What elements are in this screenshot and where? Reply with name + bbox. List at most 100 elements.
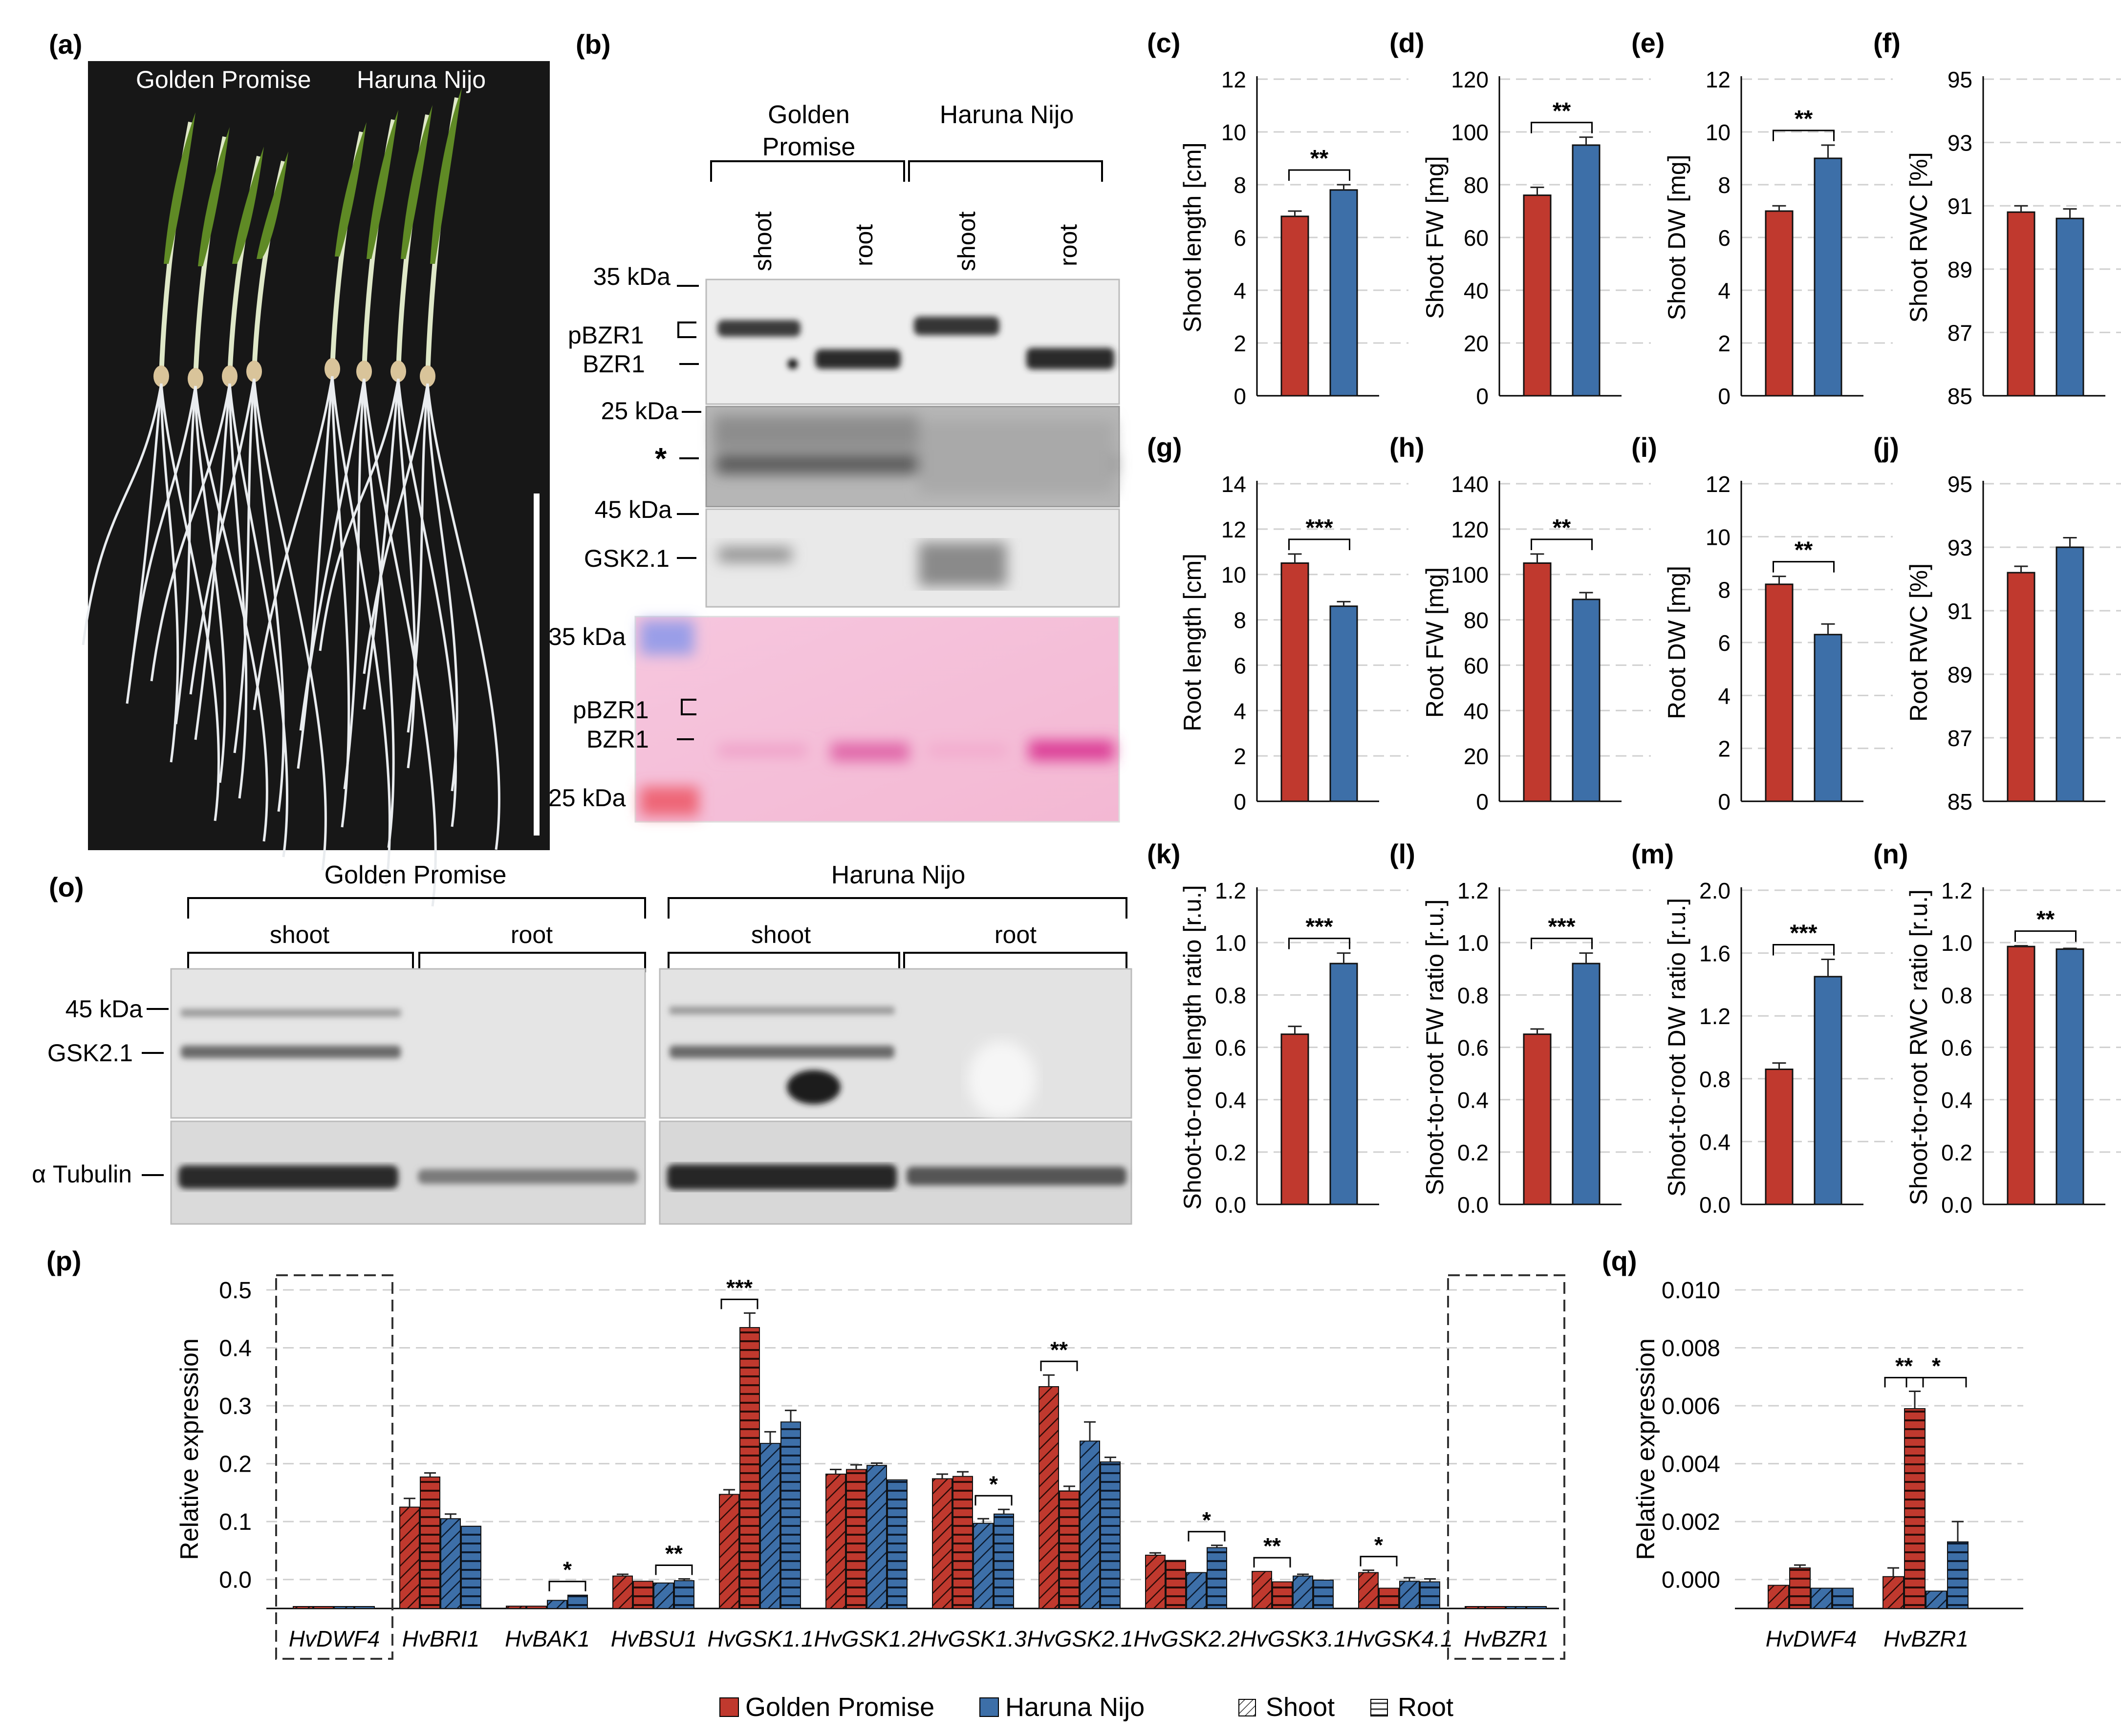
y-axis-label: Shoot-to-root length ratio [r.u.] [1179, 885, 1206, 1209]
blot-o-subbracket-3 [668, 952, 900, 972]
blot-o-subbracket-1 [187, 952, 414, 972]
seedling-root [189, 378, 256, 695]
seedling-root [253, 376, 334, 710]
blot-o-marker-tubulin: α Tubulin [32, 1160, 132, 1188]
y-tick-label: 95 [1948, 472, 1972, 497]
bar-golden-promise-shoot [1768, 1585, 1789, 1609]
y-tick-label: 40 [1464, 278, 1489, 303]
seedling-root [363, 378, 400, 710]
seedling-root [319, 378, 400, 651]
bar-golden-promise-root [1904, 1408, 1926, 1609]
seedling-root [130, 386, 197, 666]
bar-haruna-nijo [2056, 948, 2084, 1205]
y-tick-label: 1.2 [1699, 1004, 1731, 1029]
blot-b-group-haruna: Haruna Nijo [940, 101, 1074, 129]
y-tick-label: 0.0 [219, 1567, 252, 1593]
seedling-root [233, 378, 256, 753]
blot-o-subbracket-2 [418, 952, 646, 972]
y-tick-label: 20 [1464, 331, 1489, 356]
panel-label-p: (p) [46, 1245, 82, 1276]
seedling-leaf [164, 112, 195, 264]
bar-haruna-nijo [2056, 217, 2084, 397]
y-tick-label: 140 [1451, 472, 1489, 497]
bar-haruna-nijo [1572, 599, 1601, 802]
seedling-leaf [401, 105, 433, 259]
y-tick-label: 8 [1234, 608, 1246, 633]
y-tick-label: 4 [1234, 278, 1246, 303]
y-tick-label: 0.3 [219, 1393, 252, 1419]
bar-golden-promise [1523, 1033, 1552, 1205]
category-label: HvBZR1 [1883, 1626, 1969, 1651]
blot-o-sub-1: shoot [270, 921, 329, 948]
panel-label-b: (b) [576, 29, 611, 60]
y-tick-label: 0.010 [1662, 1278, 1720, 1304]
significance-label: ** [1553, 515, 1571, 541]
bar-golden-promise [1523, 194, 1552, 397]
seedling-root [160, 383, 179, 763]
chart-panel-d: (d) 0 20 40 60 80 100 120 Shoot FW [mg] ** [1389, 27, 1651, 409]
y-axis-label: Relative expression [1632, 1338, 1660, 1560]
y-tick-label: 100 [1451, 562, 1489, 588]
significance-bracket [1773, 561, 1835, 573]
significance-bracket [1531, 538, 1593, 550]
panel-label-q: (q) [1602, 1245, 1637, 1276]
y-tick-label: 0 [1234, 789, 1246, 814]
blot-o-bracket-haruna [668, 897, 1127, 919]
bar-haruna-nijo-root [887, 1479, 908, 1609]
marker-pbzr1-bracket [677, 321, 696, 338]
blot-o-subbracket-4 [903, 952, 1127, 972]
bar-golden-promise [2007, 945, 2035, 1205]
significance-label: ** [2036, 907, 2055, 933]
significance-bracket [1905, 1376, 1967, 1388]
bar-haruna-nijo-shoot [1926, 1590, 1947, 1609]
seedlings-drawing [82, 88, 500, 907]
blot-o-gsk-bands [181, 1007, 894, 1104]
y-tick-label: 89 [1948, 257, 1972, 282]
y-tick-label: 0.2 [1215, 1140, 1246, 1165]
bar-haruna-nijo-shoot [653, 1582, 674, 1609]
y-tick-label: 2 [1234, 744, 1246, 769]
y-tick-label: 12 [1706, 472, 1731, 497]
significance-label: ** [1553, 98, 1571, 124]
chart-panel-i: (i) 0 2 4 6 8 10 12 Root DW [mg] ** [1631, 432, 1893, 814]
y-tick-label: 0 [1476, 384, 1489, 409]
seedling-root [194, 386, 268, 842]
y-tick-label: 0.006 [1662, 1393, 1720, 1419]
y-tick-label: 0.4 [1941, 1088, 1972, 1113]
bar-haruna-nijo-root [354, 1606, 375, 1609]
dashed-box [275, 1274, 393, 1660]
category-label: HvDWF4 [1766, 1626, 1857, 1651]
bar-haruna-nijo-root [1207, 1547, 1227, 1609]
significance-label: ** [1795, 106, 1813, 132]
y-tick-label: 0.8 [1457, 983, 1489, 1008]
bar-golden-promise-shoot [612, 1575, 633, 1609]
y-tick-label: 12 [1221, 517, 1246, 542]
bar-golden-promise [1523, 562, 1552, 802]
seedling-seed [246, 361, 262, 382]
panel-label-f: (f) [1873, 27, 1901, 58]
bar-haruna-nijo-shoot [440, 1518, 461, 1609]
category-label: HvBAK1 [505, 1626, 590, 1651]
blot-b-bracket-haruna [908, 160, 1103, 182]
legend-label-haruna-nijo: Haruna Nijo [1005, 1693, 1145, 1722]
category-label: HvGSK1.3 [920, 1626, 1027, 1651]
blot-b-group-golden-line2: Promise [762, 133, 856, 161]
y-tick-label: 95 [1948, 67, 1972, 92]
seedling-seed [222, 365, 238, 387]
significance-bracket [1040, 1360, 1078, 1372]
panel-label-l: (l) [1389, 838, 1415, 869]
significance-label: * [563, 1557, 572, 1583]
lane-label-2: root [850, 224, 878, 266]
significance-bracket [1288, 938, 1350, 949]
bar-haruna-nijo-shoot [1399, 1581, 1420, 1609]
bar-golden-promise-root [1379, 1587, 1399, 1609]
bar-golden-promise [1280, 1033, 1309, 1205]
seedling-root [82, 383, 163, 645]
bar-golden-promise-shoot [399, 1506, 420, 1609]
blot-o-tub-bands [178, 1164, 1126, 1190]
seedling-seed [390, 361, 406, 382]
bar-haruna-nijo-root [1100, 1461, 1121, 1609]
bar-golden-promise-shoot [506, 1606, 526, 1609]
y-tick-label: 0.1 [219, 1509, 252, 1535]
